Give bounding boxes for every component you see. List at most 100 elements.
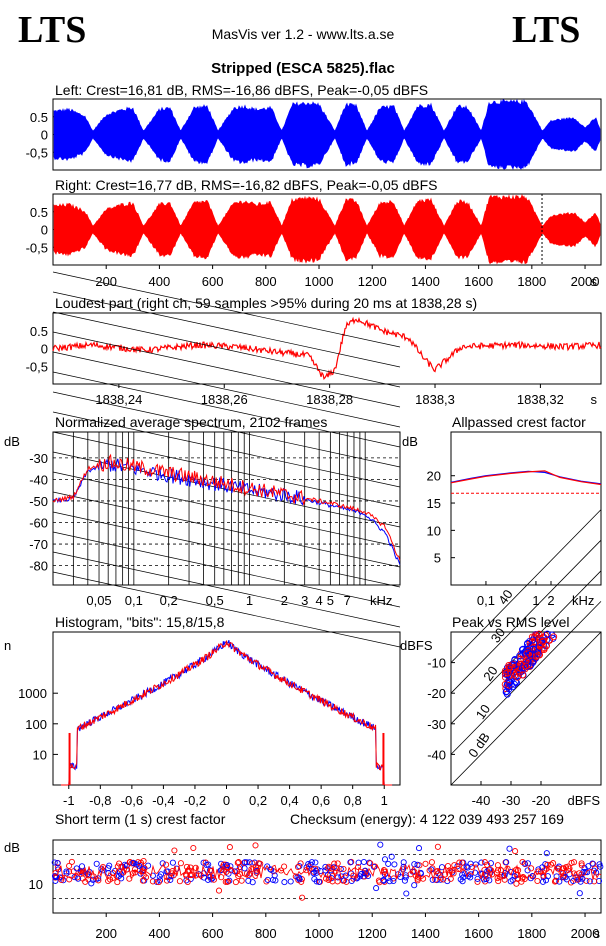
shortcrest-point (381, 856, 389, 863)
shortcrest-point (255, 860, 262, 867)
shortcrest-point (66, 876, 73, 883)
right-channel-ytick-label: -0,5 (26, 240, 48, 255)
crest-xunit: kHz (572, 593, 594, 608)
shortcrest-point (464, 864, 471, 871)
shortcrest-point (401, 877, 408, 884)
shortcrest-point (205, 861, 212, 868)
shortcrest-point (467, 860, 474, 867)
shortcrest-point (220, 861, 227, 868)
peakrms-crest-label: 20 (480, 663, 501, 683)
loudest-part-title: Loudest part (right ch, 59 samples >95% … (55, 295, 478, 311)
crest-ytick-label: 15 (427, 496, 441, 511)
spectrum-ytick-label: -50 (29, 494, 48, 509)
file-title: Stripped (ESCA 5825).flac (211, 60, 395, 77)
shortcrest-point (163, 868, 170, 875)
loudest-waveform (52, 316, 602, 380)
shortcrest-point (552, 877, 559, 884)
spectrum-slope-line (52, 471, 401, 548)
spectrum-slope-line (52, 351, 401, 428)
shortcrest-point (503, 859, 510, 866)
spectrum-xtick-label: 0,5 (206, 593, 224, 608)
spectrum-ytick-label: -60 (29, 516, 48, 531)
crest-xtick-label: 0,1 (477, 593, 495, 608)
shortcrest-point (543, 850, 550, 857)
shortcrest-xtick-label: 200 (95, 926, 117, 941)
shortcrest-point (506, 845, 513, 852)
peakrms-point (541, 644, 548, 652)
shortcrest-point (512, 848, 519, 855)
time-axis-label: 800 (255, 274, 277, 289)
shortcrest-point (281, 879, 288, 886)
shortcrest-point (555, 865, 562, 872)
shortcrest-point (576, 890, 583, 897)
shortcrest-point (75, 875, 82, 882)
peakrms-point (533, 632, 541, 640)
shortcrest-point (307, 861, 314, 868)
shortcrest-point (78, 863, 86, 870)
shortcrest-point (130, 859, 137, 866)
shortcrest-point (68, 858, 75, 865)
shortcrest-point (385, 860, 392, 867)
shortcrest-point (249, 879, 256, 886)
left-channel-ytick-label: 0.5 (30, 110, 48, 125)
loudest-ytick-label: 0 (41, 342, 48, 357)
shortcrest-point (299, 894, 306, 901)
shortcrest-point (58, 876, 65, 883)
spectrum-slope-line (52, 571, 401, 648)
crest-series-right (450, 470, 602, 486)
shortcrest-point (224, 862, 231, 869)
peakrms-crest-line (450, 601, 602, 755)
spectrum-slope-line (52, 271, 401, 348)
shortcrest-point (487, 860, 494, 867)
shortcrest-point (367, 860, 374, 867)
shortcrest-point (347, 859, 354, 866)
shortcrest-point (524, 860, 531, 867)
time-axis-label: 1800 (517, 274, 546, 289)
shortcrest-point (370, 863, 378, 870)
shortcrest-point (322, 863, 329, 870)
right-channel-waveform (53, 193, 601, 265)
shortcrest-point (591, 878, 598, 885)
histogram-ytick-label: 1000 (18, 686, 47, 701)
shortcrest-point (543, 865, 550, 872)
histogram-xtick-label: 0 (223, 793, 230, 808)
shortcrest-point (66, 862, 73, 869)
left-channel-waveform (53, 99, 601, 170)
shortcrest-point (63, 868, 70, 875)
peakrms-xunit: dBFS (567, 793, 600, 808)
left-channel-title: Left: Crest=16,81 dB, RMS=-16,86 dBFS, P… (55, 82, 429, 98)
histogram-xtick-label: -0,8 (89, 793, 111, 808)
loudest-xtick-label: 1838,28 (306, 392, 353, 407)
spectrum-slope-line (52, 551, 401, 628)
shortcrest-point (287, 878, 294, 885)
peakrms-point (515, 669, 523, 677)
right-channel-ytick-label: 0 (41, 223, 48, 238)
shortcrest-point (338, 873, 345, 880)
peakrms-point (543, 642, 551, 650)
shortcrest-point (243, 870, 251, 877)
shortcrest-point (169, 859, 176, 866)
spectrum-slope-line (52, 331, 401, 408)
shortcrest-point (54, 860, 61, 867)
shortcrest-point (402, 874, 409, 881)
crest-ytick-label: 5 (434, 551, 441, 566)
shortcrest-point (263, 878, 270, 885)
shortcrest-point (296, 876, 303, 883)
shortcrest-point (235, 859, 242, 866)
shortcrest-point (88, 880, 95, 887)
right-channel-ytick-label: 0.5 (30, 205, 48, 220)
shortcrest-point (268, 866, 275, 873)
shortcrest-point (272, 877, 279, 884)
shortcrest-point (322, 875, 330, 882)
shortcrest-point (176, 878, 183, 885)
shortcrest-point (474, 875, 481, 882)
peakrms-point (524, 658, 532, 666)
shortcrest-point (460, 874, 467, 881)
peakrms-point (523, 640, 531, 647)
shortcrest-point (184, 878, 191, 886)
shortcrest-point (483, 876, 490, 883)
spectrum-yunit: dB (4, 434, 20, 449)
crest-yunit: dB (402, 434, 418, 449)
shortcrest-point (365, 872, 372, 880)
